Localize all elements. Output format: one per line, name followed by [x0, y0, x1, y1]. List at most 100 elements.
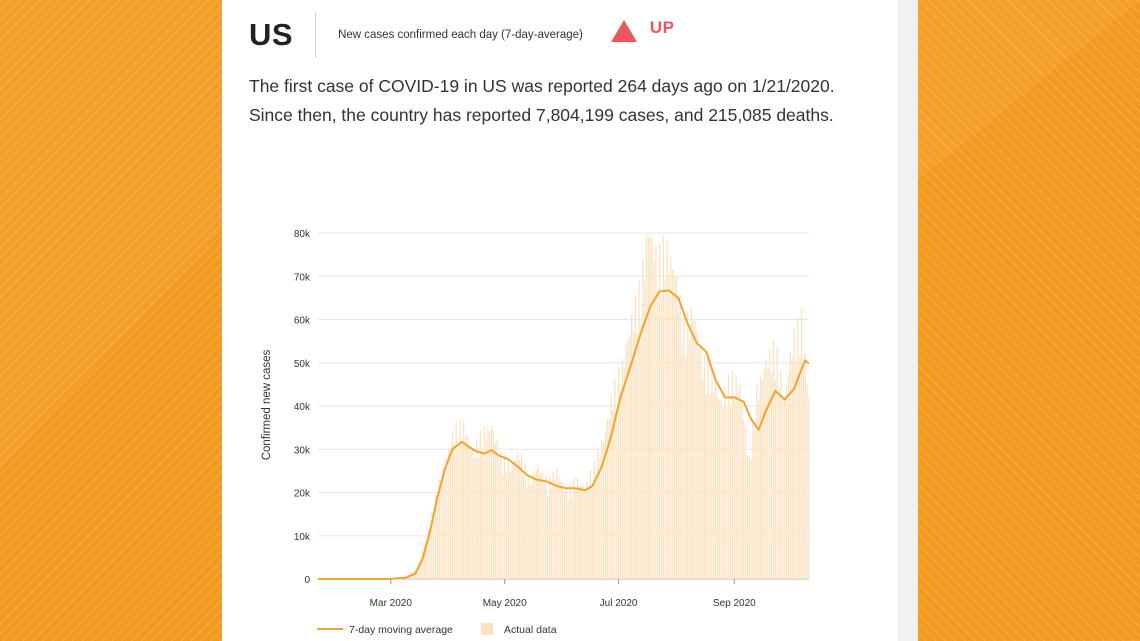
daily-bar [739, 382, 741, 579]
daily-bar [496, 439, 498, 579]
daily-bar [731, 371, 734, 579]
daily-bar [752, 419, 754, 579]
daily-bar [625, 345, 627, 579]
daily-bar [418, 561, 420, 579]
daily-bar [440, 483, 442, 579]
daily-bar [539, 473, 541, 579]
daily-bar [556, 468, 558, 579]
daily-bar [701, 378, 704, 579]
legend-label-actual: Actual data [504, 624, 557, 636]
daily-bar [515, 459, 517, 579]
daily-bar [502, 474, 504, 579]
daily-bar [563, 493, 566, 579]
x-tick-label: Mar 2020 [370, 598, 413, 609]
daily-bar [483, 425, 485, 579]
daily-bar [754, 429, 756, 579]
daily-bar [442, 467, 444, 579]
daily-bar [623, 367, 625, 579]
daily-bar [791, 358, 793, 579]
daily-bar [655, 244, 657, 579]
daily-bar [560, 480, 562, 579]
daily-bar [586, 481, 588, 579]
daily-bar [492, 429, 495, 579]
daily-bar [423, 544, 426, 579]
daily-bar [476, 439, 478, 579]
daily-bar [640, 323, 642, 579]
daily-bar [434, 493, 437, 579]
daily-bar [772, 339, 775, 579]
daily-bar [433, 514, 435, 579]
daily-bar [576, 477, 579, 579]
daily-bar [737, 391, 739, 579]
daily-bar [776, 347, 778, 579]
daily-bar [750, 460, 752, 579]
daily-bar [787, 375, 790, 579]
daily-bar [649, 235, 651, 579]
daily-bar [616, 409, 618, 579]
daily-bar [543, 484, 545, 579]
x-tick-label: Sep 2020 [713, 598, 756, 609]
daily-bar [765, 359, 767, 579]
daily-bar [685, 358, 687, 579]
daily-bar [698, 349, 700, 579]
daily-bar [705, 393, 707, 579]
daily-bar [459, 419, 461, 579]
daily-bar [675, 276, 678, 579]
daily-bar [718, 399, 721, 579]
trend-label: UP [649, 18, 675, 37]
daily-bar [588, 486, 590, 579]
daily-bar [800, 309, 803, 579]
y-tick-label: 0 [304, 575, 310, 586]
daily-bar [711, 366, 713, 579]
covid-card: US New cases confirmed each day (7-day-a… [222, 0, 898, 641]
daily-bar [479, 430, 482, 579]
daily-bar [509, 471, 511, 579]
right-stripe-pattern [918, 0, 1140, 641]
daily-bar [485, 440, 487, 579]
daily-bar [683, 317, 685, 579]
legend-bar-swatch [481, 623, 493, 635]
daily-bar [530, 484, 532, 579]
daily-bar [569, 482, 571, 579]
daily-bar [500, 450, 502, 579]
daily-bar [431, 510, 433, 579]
daily-bar [636, 333, 638, 579]
daily-bar [733, 398, 735, 579]
daily-bar [507, 459, 510, 579]
y-tick-label: 40k [294, 402, 311, 413]
daily-bar [550, 488, 553, 579]
daily-bar [567, 499, 569, 579]
daily-bar [769, 348, 771, 579]
daily-bar [464, 436, 467, 579]
daily-bar [595, 473, 597, 579]
y-tick-label: 50k [294, 359, 311, 370]
daily-bar [627, 340, 629, 579]
moving-average-line [318, 289, 810, 580]
daily-bar [748, 455, 750, 579]
y-tick-label: 70k [294, 272, 311, 283]
daily-bar [647, 237, 650, 580]
daily-bar [632, 331, 635, 579]
daily-bar [522, 475, 525, 579]
daily-bar [468, 441, 470, 579]
daily-bar [668, 274, 670, 579]
daily-bar [673, 276, 676, 579]
daily-bar [438, 479, 441, 579]
daily-bar [696, 331, 698, 579]
daily-bar [554, 479, 556, 579]
daily-bar [784, 395, 786, 579]
daily-bar [612, 410, 614, 579]
country-name: US [249, 17, 294, 52]
daily-bar [672, 270, 674, 579]
daily-bar [703, 354, 706, 579]
scrollbar[interactable] [898, 0, 918, 641]
daily-bar [617, 367, 620, 579]
daily-bar [604, 430, 607, 579]
daily-bar [630, 314, 633, 579]
daily-bar [494, 443, 497, 579]
left-background-panel [0, 0, 222, 641]
left-stripe-pattern [0, 0, 222, 641]
daily-bar [528, 474, 530, 579]
daily-bar [416, 568, 418, 579]
daily-bar [455, 421, 457, 579]
